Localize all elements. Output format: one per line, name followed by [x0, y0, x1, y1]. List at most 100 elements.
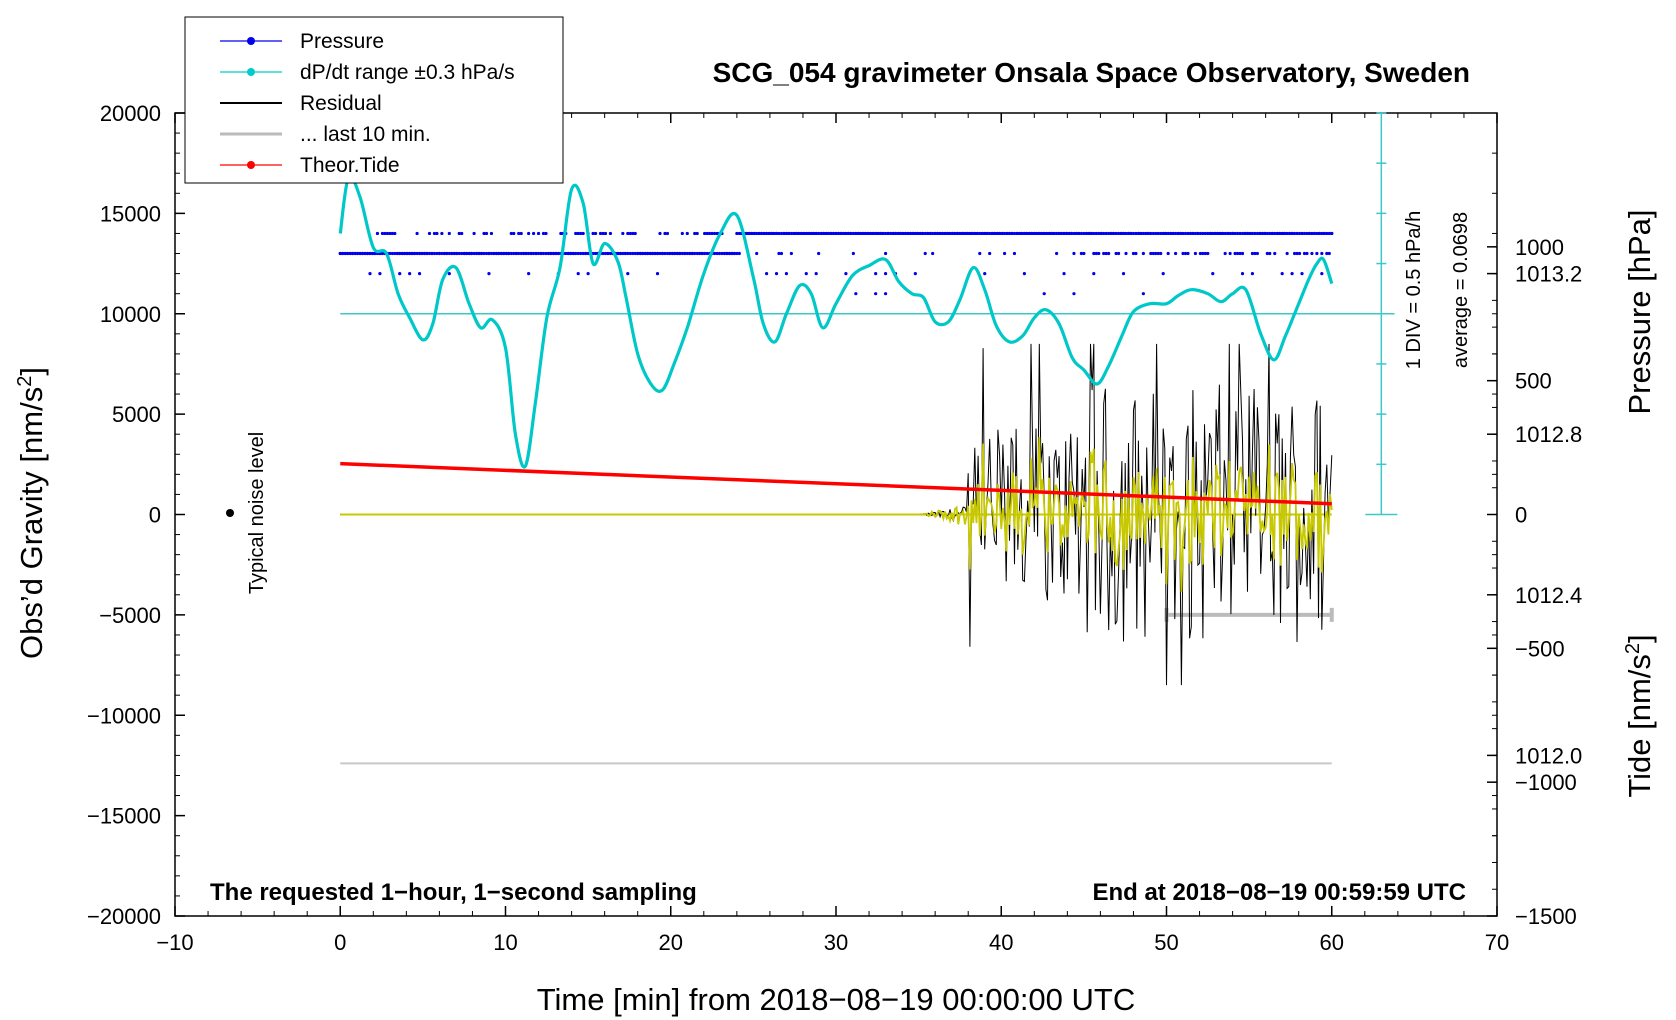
pressure-point	[1283, 231, 1287, 236]
pressure-point	[1238, 231, 1242, 236]
pressure-point	[460, 231, 464, 236]
pressure-point	[1141, 251, 1145, 256]
pressure-point	[769, 231, 774, 236]
pressure-point	[1069, 231, 1074, 236]
pressure-point	[918, 231, 922, 236]
pressure-point	[1035, 231, 1039, 236]
y-axis-ticks: 20000 15000 10000 5000 0 −5000 −10000 −15000 −20…	[87, 101, 185, 929]
pressure-point	[427, 231, 432, 236]
pressure-point	[760, 231, 764, 236]
pressure-point	[425, 251, 429, 256]
pressure-point	[712, 251, 717, 256]
dpdt-line	[338, 174, 1334, 469]
pressure-point	[385, 231, 389, 236]
pressure-point	[1102, 231, 1106, 236]
pressure-point	[489, 251, 494, 256]
pressure-point	[1240, 272, 1245, 276]
pressure-point	[1330, 231, 1334, 236]
pressure-point	[1012, 251, 1017, 256]
pressure-point	[1248, 231, 1252, 236]
y-tick-label: −10000	[87, 703, 161, 728]
pressure-point	[1151, 251, 1155, 256]
pressure-point	[1245, 231, 1250, 236]
pressure-point	[1226, 231, 1230, 236]
pressure-point	[482, 251, 486, 256]
pressure-point	[1258, 231, 1262, 236]
pressure-point	[556, 251, 560, 256]
pressure-point	[950, 231, 955, 236]
pressure-point	[968, 231, 972, 236]
pressure-point	[514, 251, 518, 256]
pressure-point	[497, 251, 501, 256]
pressure-point	[631, 251, 635, 256]
pressure-point	[1206, 231, 1210, 236]
pressure-point	[663, 231, 667, 236]
pressure-point	[554, 251, 558, 256]
pressure-point	[747, 231, 751, 236]
pressure-point	[346, 251, 350, 256]
pressure-point	[789, 251, 793, 256]
pressure-point	[343, 251, 347, 256]
pressure-point	[1203, 231, 1207, 236]
pressure-point	[1131, 251, 1136, 256]
pressure-point	[1288, 231, 1292, 236]
pressure-point	[541, 231, 546, 236]
pressure-point	[544, 251, 548, 256]
pressure-point	[710, 231, 714, 236]
pressure-point	[1040, 231, 1044, 236]
pressure-point	[1161, 231, 1165, 236]
pressure-point	[450, 251, 454, 256]
pressure-point	[874, 292, 878, 296]
pressure-point	[923, 251, 927, 256]
pressure-point	[1302, 231, 1307, 236]
pressure-point	[849, 231, 853, 236]
pressure-point	[581, 231, 585, 236]
pressure-point	[593, 251, 598, 256]
pressure-point	[626, 272, 630, 276]
pressure-point	[1233, 231, 1237, 236]
pressure-point	[517, 231, 521, 236]
pressure-point	[938, 231, 942, 236]
pressure-point	[1186, 231, 1190, 236]
pressure-point	[1112, 231, 1116, 236]
pressure-point	[1025, 231, 1029, 236]
pressure-point	[504, 251, 508, 256]
pressure-point	[420, 251, 424, 256]
pressure-point	[1223, 251, 1227, 256]
pressure-point	[519, 231, 523, 236]
pressure-point	[665, 231, 670, 236]
pressure-point	[876, 231, 880, 236]
pressure-point	[883, 231, 888, 236]
pressure-point	[690, 251, 694, 256]
pressure-point	[1121, 231, 1126, 236]
pressure-point	[1206, 251, 1210, 256]
pressure-point	[923, 231, 927, 236]
pressure-point	[341, 251, 345, 256]
pressure-point	[1002, 231, 1007, 236]
pressure-point	[1250, 231, 1255, 236]
pressure-point	[844, 272, 848, 276]
pressure-point	[1253, 231, 1257, 236]
pressure-point	[447, 251, 451, 256]
pressure-point	[965, 231, 969, 236]
pressure-point	[997, 231, 1002, 236]
pressure-point	[445, 251, 449, 256]
pressure-point	[698, 251, 702, 256]
x-tick-label: 40	[989, 930, 1013, 955]
pressure-point	[1010, 231, 1014, 236]
pressure-point	[462, 251, 466, 256]
pressure-point	[824, 231, 828, 236]
pressure-point	[410, 251, 414, 256]
pressure-point	[1161, 272, 1165, 276]
pressure-point	[871, 231, 875, 236]
pressure-point	[866, 231, 870, 236]
pressure-point	[1188, 231, 1193, 236]
pressure-point	[730, 251, 734, 256]
pressure-point	[616, 251, 620, 256]
pressure-point	[707, 231, 712, 236]
scale-div-label: 1 DIV = 0.5 hPa/h	[1403, 211, 1425, 369]
pressure-point	[955, 231, 960, 236]
pressure-point	[1045, 231, 1049, 236]
pressure-point	[1203, 251, 1207, 256]
pressure-point	[881, 231, 885, 236]
